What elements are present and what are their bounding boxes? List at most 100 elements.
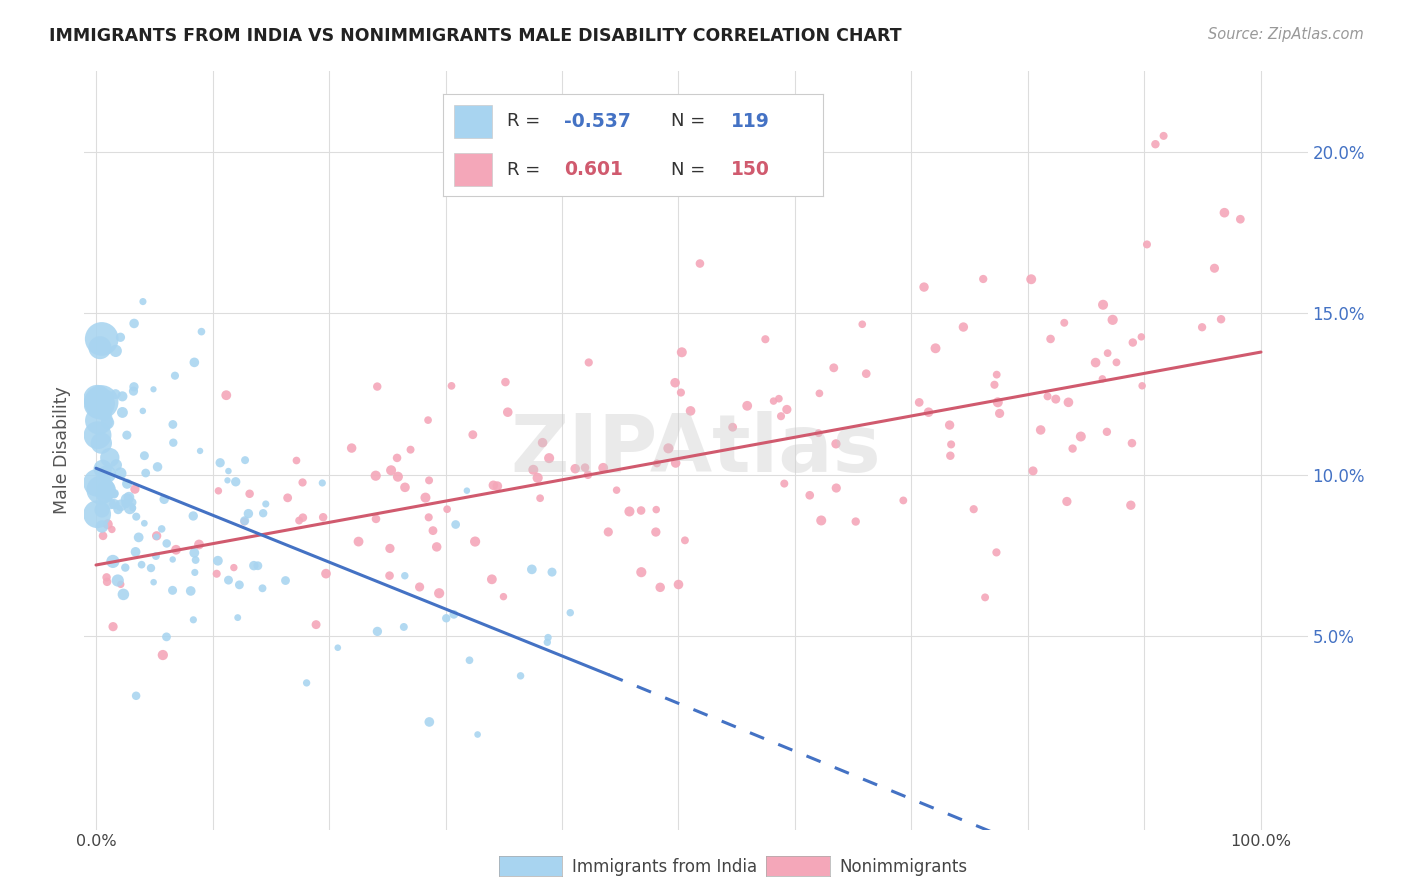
Point <box>104 343 127 358</box>
Point <box>139 561 162 575</box>
Point <box>114 560 136 574</box>
Point <box>347 534 370 549</box>
Point <box>576 467 599 482</box>
Point <box>146 459 169 474</box>
Point <box>96 483 118 497</box>
Point <box>418 474 440 488</box>
Point <box>444 517 467 532</box>
Point <box>1057 395 1080 409</box>
Point <box>917 405 939 419</box>
Point <box>305 617 328 632</box>
Point <box>162 435 184 450</box>
Point <box>163 368 186 383</box>
Point <box>825 481 848 495</box>
Point <box>799 488 821 502</box>
Point <box>426 540 449 554</box>
Point <box>115 476 138 491</box>
Point <box>669 385 692 400</box>
Point <box>90 519 112 533</box>
Point <box>536 635 558 649</box>
Point <box>606 483 628 497</box>
Point <box>311 475 333 490</box>
Point <box>312 510 335 524</box>
Point <box>93 487 115 501</box>
Point <box>218 573 240 587</box>
Point <box>436 502 458 516</box>
Point <box>252 506 274 520</box>
Point <box>121 495 143 509</box>
Point <box>217 464 239 478</box>
Point <box>285 453 308 467</box>
Point <box>111 405 134 419</box>
Point <box>458 653 481 667</box>
Point <box>132 404 155 418</box>
Point <box>122 380 145 394</box>
Point <box>650 580 672 594</box>
Text: Nonimmigrants: Nonimmigrants <box>839 858 967 876</box>
Point <box>326 640 349 655</box>
Point <box>394 480 416 494</box>
Point <box>665 456 688 470</box>
Point <box>560 606 582 620</box>
Point <box>619 504 641 518</box>
Point <box>769 409 792 424</box>
Point <box>364 468 387 483</box>
Point <box>233 515 256 529</box>
Point <box>1019 272 1042 286</box>
Point <box>233 453 256 467</box>
Point <box>939 437 962 451</box>
Point <box>91 405 114 419</box>
Point <box>972 272 994 286</box>
Point <box>592 460 614 475</box>
Point <box>246 558 269 573</box>
Point <box>184 553 207 567</box>
Point <box>630 565 652 579</box>
Point <box>155 630 177 644</box>
Point <box>239 487 262 501</box>
Point <box>598 524 620 539</box>
Point <box>184 566 207 580</box>
Point <box>222 560 245 574</box>
FancyBboxPatch shape <box>454 105 492 137</box>
Point <box>150 522 173 536</box>
Point <box>366 379 388 393</box>
Point <box>810 513 832 527</box>
Point <box>135 466 157 480</box>
Point <box>963 502 986 516</box>
Point <box>274 574 297 588</box>
Point <box>668 577 690 591</box>
Point <box>131 558 153 572</box>
Point <box>1097 346 1119 360</box>
Point <box>1053 316 1076 330</box>
Point <box>291 475 314 490</box>
Point <box>952 320 974 334</box>
Point <box>124 482 146 496</box>
Point <box>225 475 247 489</box>
Point <box>986 545 1008 559</box>
Point <box>125 509 148 524</box>
Point <box>98 497 121 511</box>
Point <box>891 493 914 508</box>
Point <box>105 458 128 472</box>
Point <box>207 554 229 568</box>
Point <box>366 624 388 639</box>
Point <box>96 389 118 403</box>
Point <box>226 610 249 624</box>
Point <box>1029 423 1052 437</box>
Point <box>762 394 785 409</box>
Text: IMMIGRANTS FROM INDIA VS NONIMMIGRANTS MALE DISABILITY CORRELATION CHART: IMMIGRANTS FROM INDIA VS NONIMMIGRANTS M… <box>49 27 901 45</box>
Point <box>825 437 848 451</box>
Point <box>1036 389 1059 403</box>
Point <box>145 530 167 544</box>
Point <box>440 379 463 393</box>
Point <box>90 332 112 346</box>
Point <box>243 558 266 573</box>
Point <box>183 613 205 627</box>
Point <box>91 503 114 517</box>
Point <box>340 441 363 455</box>
Point <box>142 382 165 396</box>
Point <box>482 478 505 492</box>
Point <box>735 399 758 413</box>
Point <box>754 332 776 346</box>
Point <box>145 549 167 563</box>
